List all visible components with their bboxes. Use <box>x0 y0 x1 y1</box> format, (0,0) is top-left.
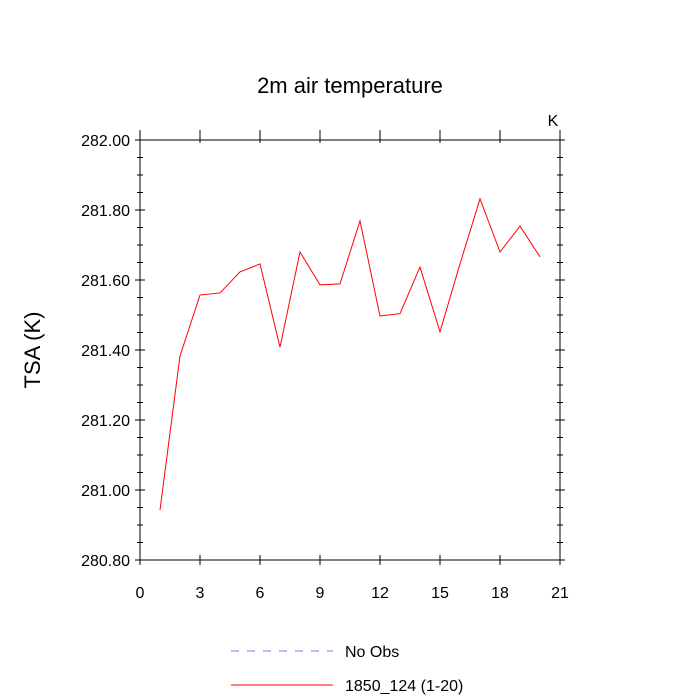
y-tick-label: 281.60 <box>81 273 130 290</box>
x-tick-label: 15 <box>431 585 449 602</box>
y-tick-label: 281.20 <box>81 413 130 430</box>
y-tick-label: 280.80 <box>81 553 130 570</box>
legend-label: No Obs <box>345 644 399 661</box>
y-tick-label: 281.40 <box>81 343 130 360</box>
y-tick-label: 282.00 <box>81 133 130 150</box>
x-tick-label: 12 <box>371 585 389 602</box>
y-axis-label: TSA (K) <box>20 311 45 388</box>
x-tick-label: 9 <box>316 585 325 602</box>
chart-title: 2m air temperature <box>257 73 443 98</box>
x-tick-label: 18 <box>491 585 509 602</box>
x-axis-ticks: 0 3 6 9 12 15 18 21 <box>136 130 569 602</box>
units-label: K <box>548 113 559 130</box>
x-tick-label: 21 <box>551 585 569 602</box>
x-tick-label: 3 <box>196 585 205 602</box>
plot-frame <box>139 139 561 561</box>
legend: No Obs 1850_124 (1-20) <box>231 644 463 695</box>
y-axis-ticks: 280.80 281.00 281.20 281.40 281.60 281.80 282.… <box>81 133 565 570</box>
series-line <box>159 197 541 511</box>
series-layer <box>159 197 541 511</box>
legend-label: 1850_124 (1-20) <box>345 678 463 695</box>
y-tick-label: 281.00 <box>81 483 130 500</box>
x-tick-label: 6 <box>256 585 265 602</box>
x-tick-label: 0 <box>136 585 145 602</box>
y-tick-label: 281.80 <box>81 203 130 220</box>
